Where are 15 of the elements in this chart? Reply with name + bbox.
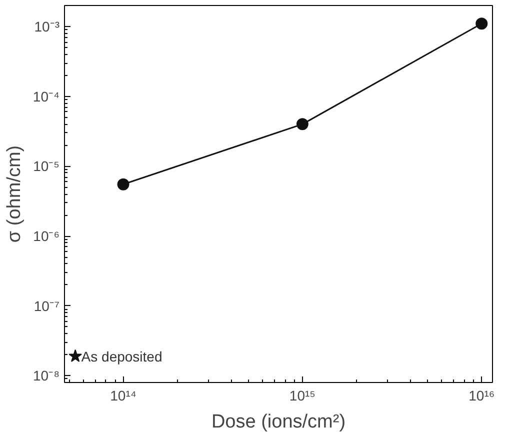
point — [476, 18, 488, 30]
x-tick-label: 10¹⁵ — [289, 388, 316, 404]
y-tick-label: 10⁻⁷ — [34, 298, 60, 314]
x-tick-label: 10¹⁶ — [468, 388, 495, 404]
y-tick-label: 10⁻⁵ — [33, 158, 60, 174]
y-tick-label: 10⁻³ — [34, 18, 60, 35]
y-tick-label: 10⁻⁸ — [33, 368, 60, 384]
annotation: As deposited — [81, 348, 162, 364]
point — [117, 178, 130, 190]
x-axis-title: Dose (ions/cm²) — [211, 412, 346, 432]
y-tick-label: 10⁻⁴ — [32, 88, 60, 104]
y-axis-title: σ (ohm/cm) — [4, 145, 25, 243]
point — [296, 118, 308, 130]
x-tick-label: 10¹⁴ — [110, 388, 136, 404]
y-tick-label: 10⁻⁶ — [33, 228, 60, 244]
